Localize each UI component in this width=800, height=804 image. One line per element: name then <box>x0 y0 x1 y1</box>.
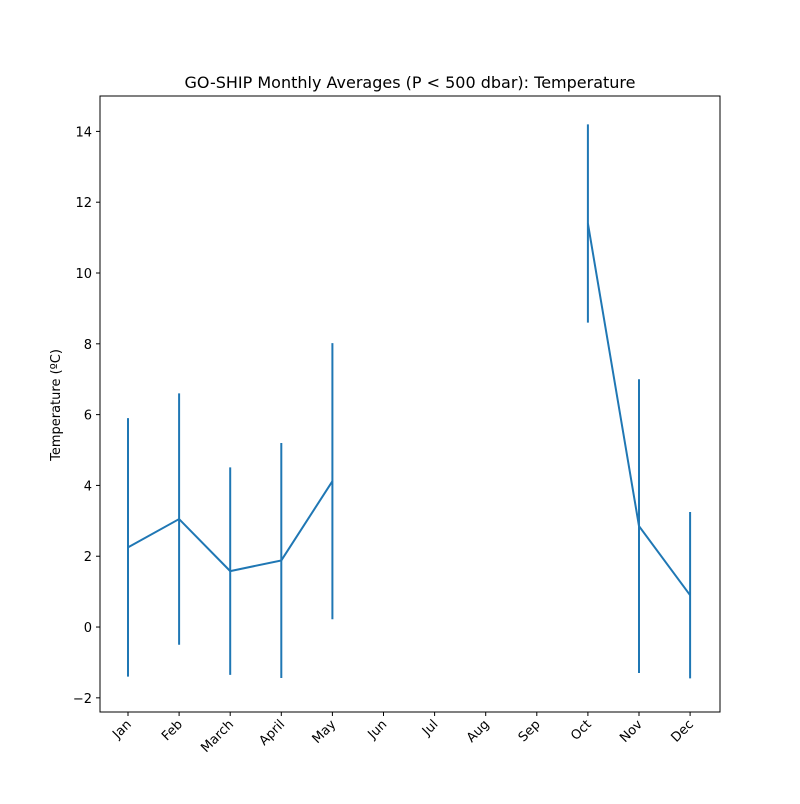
x-tick-label: Jun <box>365 717 391 743</box>
y-tick-label: 14 <box>75 125 92 140</box>
y-tick-label: 0 <box>84 621 92 636</box>
x-tick-label: Aug <box>464 717 493 746</box>
y-axis: −2 0 2 4 6 8 10 12 14 <box>73 125 100 706</box>
x-tick-label: Dec <box>669 717 697 745</box>
y-tick-label: 6 <box>84 409 92 424</box>
x-tick-label: April <box>257 717 289 749</box>
x-tick-label: March <box>198 717 237 756</box>
x-tick-label: Jan <box>109 717 134 742</box>
x-tick-label: Sep <box>516 717 544 745</box>
plot-area-frame <box>100 96 720 712</box>
y-tick-label: 10 <box>75 267 92 282</box>
x-tick-label: Feb <box>159 717 186 744</box>
series-layer <box>128 124 690 678</box>
x-tick-label: Oct <box>568 717 595 744</box>
x-tick-label: May <box>310 717 340 747</box>
y-tick-label: −2 <box>73 692 92 707</box>
x-axis: Jan Feb March April May Jun Jul Aug Sep Oct Nov Dec <box>109 712 697 756</box>
y-tick-label: 4 <box>84 479 92 494</box>
y-tick-label: 12 <box>75 196 92 211</box>
y-axis-label: Temperature (ºC) <box>49 349 64 462</box>
chart-title: GO-SHIP Monthly Averages (P < 500 dbar):… <box>185 73 636 92</box>
y-tick-label: 2 <box>84 550 92 565</box>
y-tick-label: 8 <box>84 338 92 353</box>
x-tick-label: Nov <box>617 717 646 746</box>
x-tick-label: Jul <box>419 717 441 739</box>
